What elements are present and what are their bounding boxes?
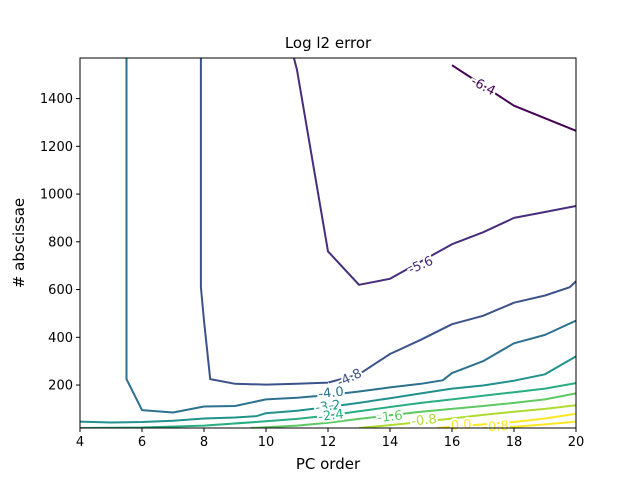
y-tick-label-2: 600 xyxy=(48,283,73,298)
y-tick-label-5: 1200 xyxy=(40,140,73,155)
contour-labels: -6.4-5.6-4.8-4.0-3.2-2.4 -1.6 -0.8 0.0 0.8 xyxy=(312,72,511,437)
contour-label-8: 0.0 xyxy=(450,417,472,434)
x-tick-label-6: 16 xyxy=(444,435,461,450)
contour-line-7 xyxy=(358,404,576,428)
y-tick-label-3: 800 xyxy=(48,235,73,250)
contour-label-9: 0.8 xyxy=(488,419,510,435)
contour-lines xyxy=(80,58,576,428)
x-tick-label-8: 20 xyxy=(568,435,585,450)
contour-label-6: -1.6 xyxy=(377,408,404,426)
plot-frame xyxy=(79,57,577,429)
contour-line-3 xyxy=(125,58,576,414)
y-tick-label-6: 1400 xyxy=(40,92,73,107)
x-tick-label-0: 4 xyxy=(76,435,84,450)
x-tick-label-7: 18 xyxy=(506,435,523,450)
contour-line-8 xyxy=(436,412,576,428)
contour-line-1 xyxy=(292,58,576,286)
contour-line-9 xyxy=(482,420,576,428)
x-tick-label-4: 12 xyxy=(320,435,337,450)
chart-title: Log l2 error xyxy=(285,34,372,52)
contour-line-5 xyxy=(80,382,576,428)
y-tick-label-0: 200 xyxy=(48,379,73,394)
x-tick-label-1: 6 xyxy=(138,435,146,450)
x-tick-label-2: 8 xyxy=(200,435,208,450)
contour-label-1: -5.6 xyxy=(406,254,435,278)
contour-label-4: -3.2 xyxy=(314,398,341,416)
contour-line-0 xyxy=(451,64,576,132)
y-tick-label-4: 1000 xyxy=(40,188,73,203)
y-axis: 200 400 600 800 1000 1200 1400 xyxy=(40,92,80,394)
contour-label-7: -0.8 xyxy=(411,412,438,430)
x-axis: 4 6 8 10 12 14 16 18 20 xyxy=(76,428,584,450)
contour-label-3: -4.0 xyxy=(318,385,345,402)
contour-label-5: -2.4 xyxy=(318,407,345,425)
contour-line-2 xyxy=(199,58,576,386)
x-tick-label-3: 10 xyxy=(258,435,275,450)
contour-line-4 xyxy=(80,355,576,424)
x-tick-label-5: 14 xyxy=(382,435,399,450)
y-axis-label: # abscissae xyxy=(10,198,28,288)
y-tick-label-1: 400 xyxy=(48,331,73,346)
contour-line-6 xyxy=(250,392,576,428)
x-axis-label: PC order xyxy=(296,455,361,473)
contour-label-0: -6.4 xyxy=(468,74,497,99)
